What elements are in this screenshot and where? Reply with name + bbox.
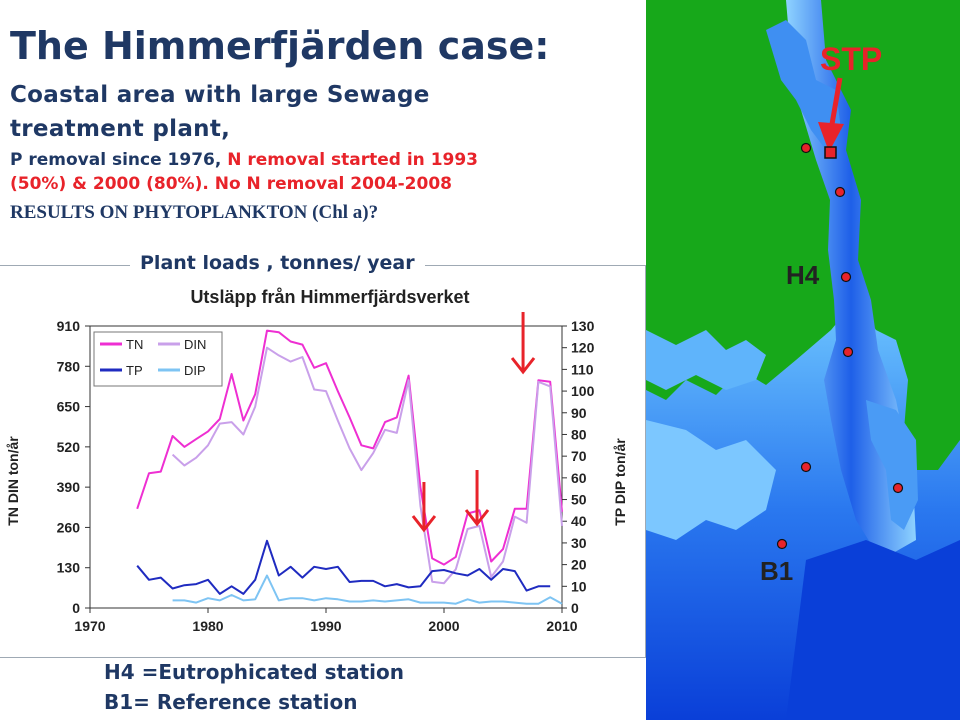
slide-subtitle-line1: Coastal area with large Sewage xyxy=(10,82,430,108)
red-arrow-head-3 xyxy=(510,357,536,375)
x-tick-label: 2010 xyxy=(546,618,577,634)
water-upper-fjord xyxy=(766,20,841,150)
x-tick-label: 1980 xyxy=(192,618,223,634)
water-left-inlet xyxy=(646,330,766,390)
results-question: RESULTS ON PHYTOPLANKTON (Chl a)? xyxy=(10,202,379,223)
y2-tick-label: 90 xyxy=(571,405,587,421)
stp-arrow-head xyxy=(818,122,844,152)
stp-arrow-shaft xyxy=(828,77,843,131)
red-arrow-head-1 xyxy=(411,515,437,533)
stp-label: STP xyxy=(820,41,882,77)
y-tick-label: 650 xyxy=(57,399,81,415)
sampling-station-5 xyxy=(800,461,812,473)
y-tick-label: 0 xyxy=(72,600,80,616)
legend-label-din: DIN xyxy=(184,337,206,352)
sampling-station-3 xyxy=(840,271,852,283)
chart-title: Utsläpp från Himmerfjärdsverket xyxy=(190,287,469,307)
y2-tick-label: 20 xyxy=(571,557,587,573)
y-tick-label: 260 xyxy=(57,519,81,535)
y2-axis-label: TP DIP ton/år xyxy=(612,438,628,526)
y-axis-label: TN DIN ton/år xyxy=(5,436,21,526)
removal-history-line: P removal since 1976, N removal started … xyxy=(10,150,478,170)
h4-station-note: H4 =Eutrophicated station xyxy=(104,660,404,684)
y2-tick-label: 100 xyxy=(571,383,595,399)
water-deep-south xyxy=(786,540,960,720)
stp-location-marker xyxy=(824,146,837,159)
sampling-station-6 xyxy=(892,482,904,494)
slide-subtitle-line2: treatment plant, xyxy=(10,116,231,142)
x-tick-label: 1970 xyxy=(74,618,105,634)
bay-map: STP H4 B1 xyxy=(646,0,960,720)
legend-box xyxy=(93,331,223,387)
y2-tick-label: 120 xyxy=(571,340,595,356)
sampling-station-4 xyxy=(842,346,854,358)
series-line-din xyxy=(171,346,563,585)
y-tick-label: 130 xyxy=(57,560,81,576)
sampling-station-7 xyxy=(776,538,788,550)
n-removal-text: N removal started in 1993 xyxy=(227,150,479,170)
y2-tick-label: 40 xyxy=(571,513,587,529)
y2-tick-label: 60 xyxy=(571,470,587,486)
b1-station-note: B1= Reference station xyxy=(104,690,358,714)
legend-label-dip: DIP xyxy=(184,363,206,378)
n-removal-percent-line: (50%) & 2000 (80%). No N removal 2004-20… xyxy=(10,174,452,194)
water-southwest xyxy=(646,420,776,540)
y-tick-label: 390 xyxy=(57,479,81,495)
x-tick-label: 2000 xyxy=(428,618,459,634)
y2-tick-label: 80 xyxy=(571,426,587,442)
legend-label-tp: TP xyxy=(126,363,143,378)
red-arrow-head-2 xyxy=(464,509,490,527)
y2-tick-label: 10 xyxy=(571,578,587,594)
plant-loads-label: Plant loads , tonnes/ year xyxy=(130,252,425,274)
x-tick-label: 1990 xyxy=(310,618,341,634)
b1-label: B1 xyxy=(760,556,793,586)
y2-tick-label: 110 xyxy=(571,361,594,377)
y2-tick-label: 70 xyxy=(571,448,587,464)
slide-title: The Himmerfjärden case: xyxy=(10,24,550,68)
p-removal-text: P removal since 1976, xyxy=(10,150,228,170)
h4-label: H4 xyxy=(786,260,820,290)
y-tick-label: 910 xyxy=(57,318,81,334)
y2-tick-label: 130 xyxy=(571,318,595,334)
series-line-dip xyxy=(172,574,563,605)
series-line-tn xyxy=(136,329,563,566)
y2-tick-label: 30 xyxy=(571,535,587,551)
y2-tick-label: 0 xyxy=(571,600,579,616)
plant-loads-chart: Utsläpp från Himmerfjärdsverket 1970 1980… xyxy=(5,287,628,634)
y-tick-label: 520 xyxy=(57,439,81,455)
series-line-tp xyxy=(136,539,551,595)
sampling-station-2 xyxy=(834,186,846,198)
y2-tick-label: 50 xyxy=(571,492,587,508)
sampling-station-1 xyxy=(800,142,812,154)
water-right-arm xyxy=(866,400,918,530)
y-tick-label: 780 xyxy=(57,358,81,374)
legend-label-tn: TN xyxy=(126,337,143,352)
